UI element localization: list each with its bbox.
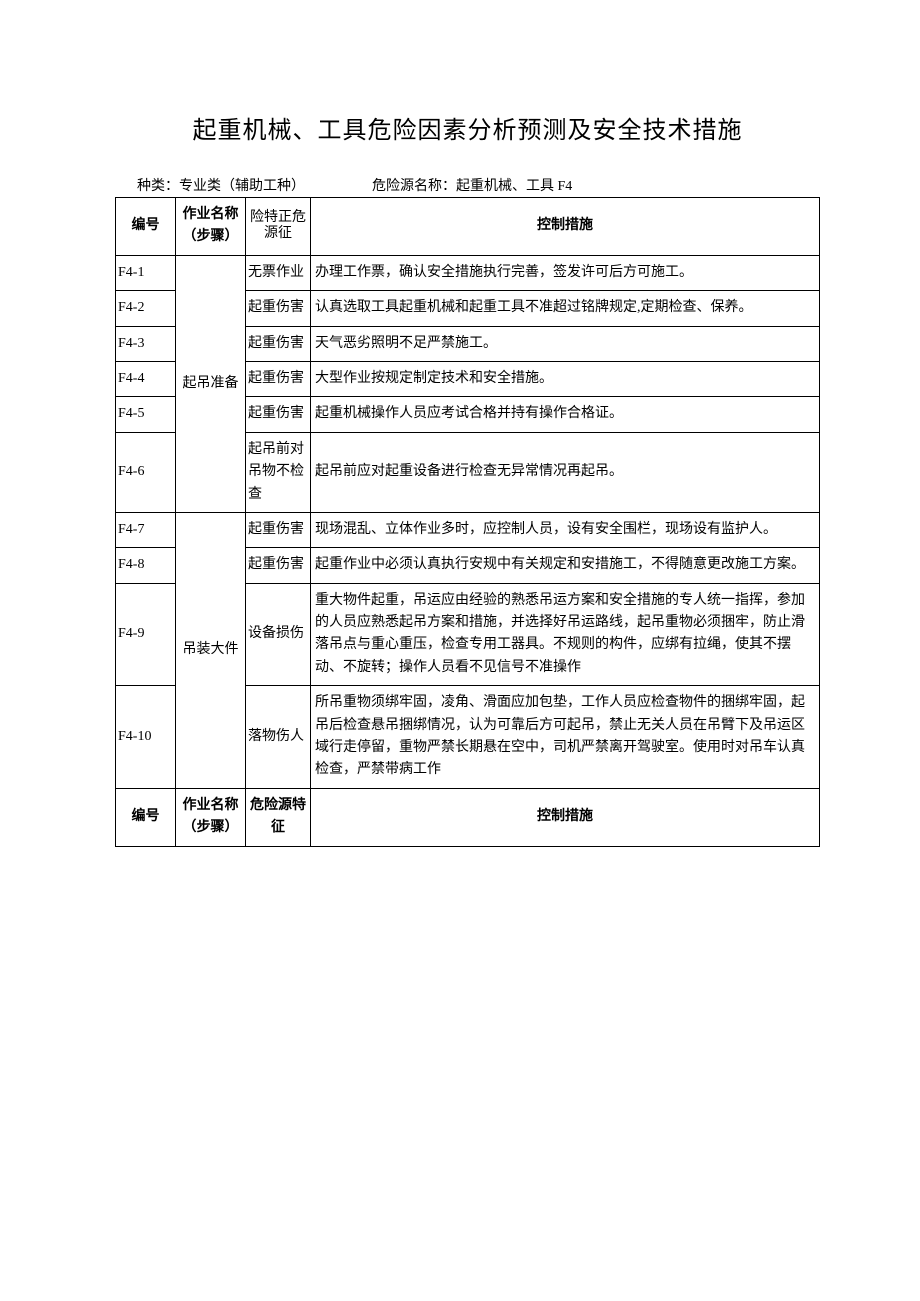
header-step: 作业名称（步骤）	[176, 198, 246, 256]
header-measure: 控制措施	[311, 788, 820, 846]
cell-hazard: 设备损伤	[246, 583, 311, 686]
cell-hazard: 起重伤害	[246, 397, 311, 432]
cell-measure: 办理工作票，确认安全措施执行完善，签发许可后方可施工。	[311, 255, 820, 290]
cell-id: F4-6	[116, 432, 176, 512]
cell-measure: 认真选取工具起重机械和起重工具不准超过铭牌规定,定期检查、保养。	[311, 291, 820, 326]
category-label: 种类：专业类（辅助工种）	[137, 179, 305, 194]
meta-line: 种类：专业类（辅助工种） 危险源名称：起重机械、工具 F4	[115, 175, 820, 195]
cell-id: F4-7	[116, 512, 176, 547]
header-id: 编号	[116, 788, 176, 846]
cell-hazard: 起重伤害	[246, 548, 311, 583]
cell-step: 起吊准备	[176, 255, 246, 512]
cell-id: F4-3	[116, 326, 176, 361]
document-page: 起重机械、工具危险因素分析预测及安全技术措施 种类：专业类（辅助工种） 危险源名…	[0, 0, 920, 1301]
header-step: 作业名称（步骤）	[176, 788, 246, 846]
cell-id: F4-8	[116, 548, 176, 583]
header-hazard: 危险源特征	[246, 788, 311, 846]
cell-measure: 重大物件起重，吊运应由经验的熟悉吊运方案和安全措施的专人统一指挥，参加的人员应熟…	[311, 583, 820, 686]
cell-measure: 起重机械操作人员应考试合格并持有操作合格证。	[311, 397, 820, 432]
hazard-table: 编号 作业名称（步骤） 险特正危源征 控制措施 F4-1 起吊准备 无票作业 办…	[115, 197, 820, 847]
source-label: 危险源名称：起重机械、工具 F4	[372, 179, 572, 194]
table-row: F4-1 起吊准备 无票作业 办理工作票，确认安全措施执行完善，签发许可后方可施…	[116, 255, 820, 290]
page-title: 起重机械、工具危险因素分析预测及安全技术措施	[115, 110, 820, 145]
cell-hazard: 起重伤害	[246, 326, 311, 361]
cell-measure: 现场混乱、立体作业多时，应控制人员，设有安全围栏，现场设有监护人。	[311, 512, 820, 547]
cell-measure: 起重作业中必须认真执行安规中有关规定和安措施工，不得随意更改施工方案。	[311, 548, 820, 583]
cell-hazard: 落物伤人	[246, 686, 311, 789]
cell-measure: 起吊前应对起重设备进行检查无异常情况再起吊。	[311, 432, 820, 512]
cell-id: F4-2	[116, 291, 176, 326]
table-header-row-repeat: 编号 作业名称（步骤） 危险源特征 控制措施	[116, 788, 820, 846]
cell-measure: 所吊重物须绑牢固，凌角、滑面应加包垫，工作人员应检查物件的捆绑牢固，起吊后检查悬…	[311, 686, 820, 789]
cell-hazard: 起重伤害	[246, 361, 311, 396]
cell-hazard: 起吊前对吊物不检查	[246, 432, 311, 512]
header-hazard-vertical: 险特正危源征	[246, 198, 311, 256]
cell-hazard: 起重伤害	[246, 291, 311, 326]
cell-hazard: 起重伤害	[246, 512, 311, 547]
header-measure: 控制措施	[311, 198, 820, 256]
table-header-row: 编号 作业名称（步骤） 险特正危源征 控制措施	[116, 198, 820, 256]
table-row: F4-7 吊装大件 起重伤害 现场混乱、立体作业多时，应控制人员，设有安全围栏，…	[116, 512, 820, 547]
header-id: 编号	[116, 198, 176, 256]
cell-measure: 天气恶劣照明不足严禁施工。	[311, 326, 820, 361]
cell-id: F4-4	[116, 361, 176, 396]
cell-id: F4-5	[116, 397, 176, 432]
cell-id: F4-10	[116, 686, 176, 789]
cell-id: F4-9	[116, 583, 176, 686]
cell-step: 吊装大件	[176, 512, 246, 788]
cell-id: F4-1	[116, 255, 176, 290]
cell-measure: 大型作业按规定制定技术和安全措施。	[311, 361, 820, 396]
cell-hazard: 无票作业	[246, 255, 311, 290]
